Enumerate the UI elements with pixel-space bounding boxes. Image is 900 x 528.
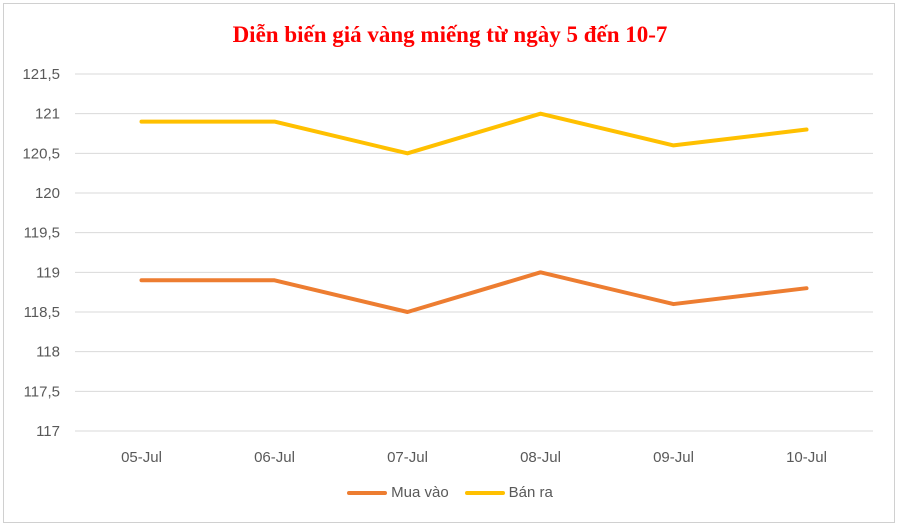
y-tick-label: 118,5 — [24, 304, 60, 321]
legend-label: Bán ra — [508, 484, 553, 501]
series-line — [139, 111, 809, 156]
x-tick-label: 06-Jul — [254, 449, 295, 466]
x-tick-label: 10-Jul — [786, 449, 827, 466]
y-tick-label: 120 — [35, 185, 60, 202]
legend-swatch — [347, 490, 388, 495]
y-tick-label: 117,5 — [24, 383, 60, 400]
x-tick-label: 07-Jul — [387, 449, 428, 466]
x-tick-label: 09-Jul — [653, 449, 694, 466]
chart-frame — [3, 3, 895, 523]
y-tick-label: 118 — [36, 344, 60, 361]
chart-title: Diễn biến giá vàng miếng từ ngày 5 đến 1… — [232, 22, 668, 47]
legend-item-ban-ra: Bán ra — [464, 484, 553, 501]
x-tick-label: 05-Jul — [121, 449, 162, 466]
y-tick-label: 119,5 — [24, 225, 60, 242]
legend-label: Mua vào — [391, 484, 449, 501]
legend-swatch — [464, 490, 505, 495]
y-tick-label: 117 — [36, 423, 60, 440]
legend-item-mua-vao: Mua vào — [347, 484, 449, 501]
y-tick-label: 119 — [36, 264, 60, 281]
legend: Mua vào Bán ra — [0, 484, 900, 501]
series-line — [139, 270, 809, 314]
y-tick-label: 121 — [35, 106, 60, 123]
x-tick-label: 08-Jul — [520, 449, 561, 466]
y-tick-label: 120,5 — [22, 145, 60, 162]
y-tick-label: 121,5 — [22, 66, 60, 83]
